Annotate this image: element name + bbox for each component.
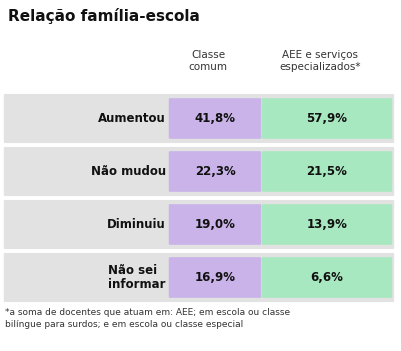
Text: Não sei
informar: Não sei informar	[109, 264, 166, 291]
Text: Relação família-escola: Relação família-escola	[8, 8, 200, 24]
Text: 41,8%: 41,8%	[194, 112, 235, 125]
FancyBboxPatch shape	[4, 253, 394, 302]
FancyBboxPatch shape	[4, 200, 394, 249]
FancyBboxPatch shape	[262, 257, 392, 298]
FancyBboxPatch shape	[169, 204, 261, 245]
Text: 16,9%: 16,9%	[194, 271, 235, 284]
FancyBboxPatch shape	[262, 204, 392, 245]
Text: 21,5%: 21,5%	[306, 165, 347, 178]
Text: Diminuiu: Diminuiu	[107, 218, 166, 231]
FancyBboxPatch shape	[169, 257, 261, 298]
Text: AEE e serviços
especializados*: AEE e serviços especializados*	[279, 50, 361, 72]
FancyBboxPatch shape	[4, 94, 394, 143]
FancyBboxPatch shape	[4, 147, 394, 196]
Text: 57,9%: 57,9%	[306, 112, 348, 125]
FancyBboxPatch shape	[262, 151, 392, 192]
FancyBboxPatch shape	[262, 98, 392, 139]
Text: Aumentou: Aumentou	[98, 112, 166, 125]
Text: Não mudou: Não mudou	[91, 165, 166, 178]
Text: 22,3%: 22,3%	[194, 165, 235, 178]
Text: Classe
comum: Classe comum	[188, 50, 227, 72]
Text: 19,0%: 19,0%	[194, 218, 235, 231]
Text: 6,6%: 6,6%	[310, 271, 343, 284]
FancyBboxPatch shape	[169, 151, 261, 192]
Text: *a soma de docentes que atuam em: AEE; em escola ou classe
bilíngue para surdos;: *a soma de docentes que atuam em: AEE; e…	[5, 308, 290, 329]
FancyBboxPatch shape	[169, 98, 261, 139]
Text: 13,9%: 13,9%	[306, 218, 347, 231]
